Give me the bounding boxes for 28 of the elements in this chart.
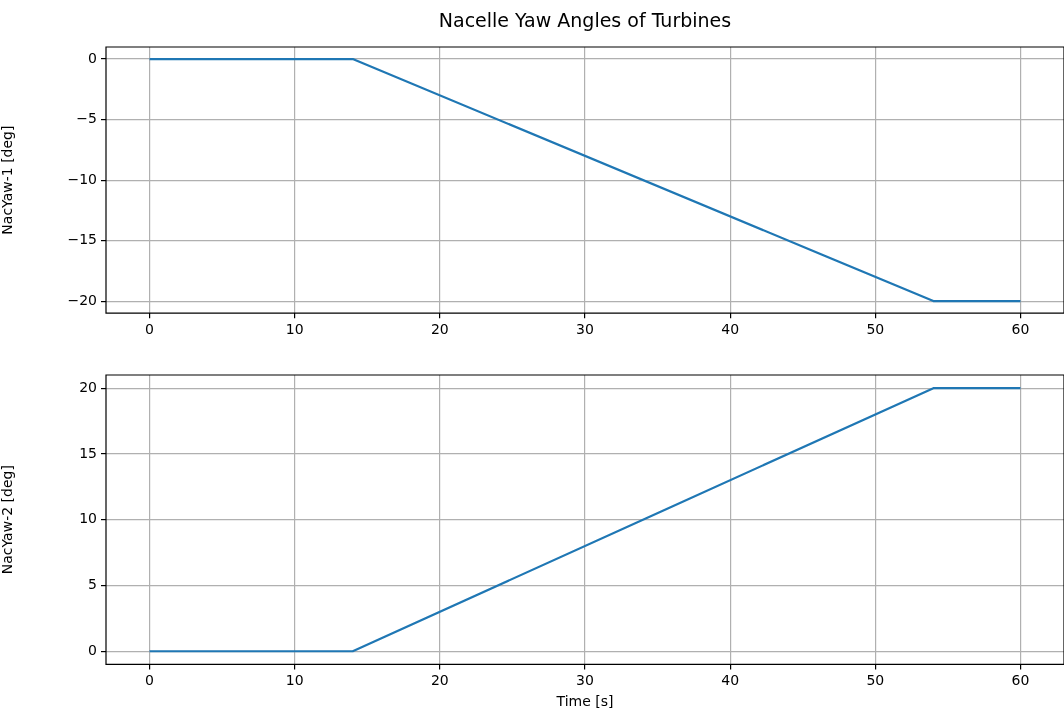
x-tick-label: 0 (145, 672, 155, 689)
y-axis-title: NacYaw-1 [deg] (0, 125, 16, 235)
y-tick-label: −15 (67, 231, 97, 248)
x-axis-title: Time [s] (555, 693, 614, 710)
y-axis-title: NacYaw-2 [deg] (0, 465, 16, 575)
x-tick-label: 10 (285, 672, 304, 689)
x-tick-label: 10 (285, 321, 304, 338)
x-tick-label: 50 (866, 321, 885, 338)
x-tick-label: 30 (576, 321, 594, 338)
y-tick-label: −10 (67, 170, 97, 187)
x-tick-label: 0 (145, 321, 155, 338)
x-tick-label: 50 (866, 672, 885, 689)
x-tick-label: 20 (430, 321, 449, 338)
x-tick-label: 20 (430, 672, 449, 689)
y-tick-label: 15 (79, 444, 97, 461)
x-tick-label: 40 (721, 321, 740, 338)
y-tick-label: 5 (88, 576, 97, 593)
x-tick-label: 40 (721, 672, 740, 689)
y-tick-label: 0 (88, 641, 97, 658)
chart-title: Nacelle Yaw Angles of Turbines (437, 9, 733, 31)
x-tick-label: 30 (576, 672, 594, 689)
y-tick-label: −5 (76, 110, 97, 127)
y-tick-label: 0 (88, 49, 97, 66)
x-tick-label: 60 (1011, 321, 1030, 338)
y-tick-label: −20 (67, 291, 97, 308)
y-tick-label: 10 (79, 510, 97, 527)
y-tick-label: 20 (79, 378, 97, 395)
x-tick-label: 60 (1011, 672, 1030, 689)
